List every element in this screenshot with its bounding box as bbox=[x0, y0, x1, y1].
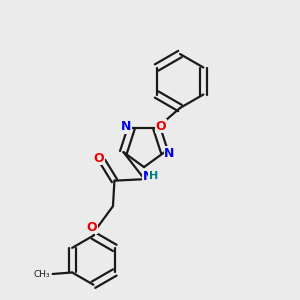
Text: N: N bbox=[121, 120, 132, 133]
Text: O: O bbox=[86, 221, 97, 234]
Text: N: N bbox=[143, 170, 153, 183]
Text: H: H bbox=[149, 171, 158, 181]
Text: CH₃: CH₃ bbox=[34, 270, 50, 279]
Text: O: O bbox=[155, 120, 166, 133]
Text: N: N bbox=[164, 147, 175, 160]
Text: O: O bbox=[94, 152, 104, 165]
